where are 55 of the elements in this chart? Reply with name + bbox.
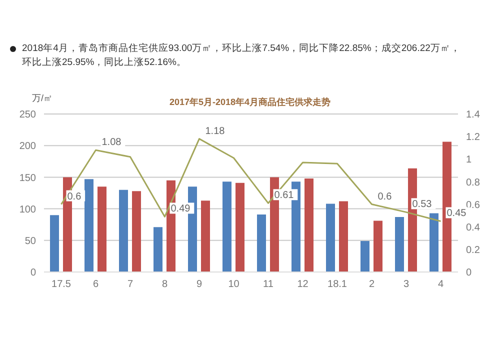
bar <box>236 182 244 272</box>
y2-tick-label: 0.4 <box>466 222 480 234</box>
bar <box>430 213 438 272</box>
y-axis-title: 万/㎡ <box>32 92 53 105</box>
x-tick-label: 6 <box>92 279 99 290</box>
x-tick-label: 2 <box>368 279 375 290</box>
y-tick-label: 150 <box>19 172 36 184</box>
bar <box>360 241 370 272</box>
bar <box>326 204 335 272</box>
y2-tick-label: 1.2 <box>466 132 480 144</box>
bar <box>395 217 404 272</box>
data-label: 0.6 <box>67 191 82 202</box>
x-tick-label: 7 <box>127 279 134 290</box>
x-tick-label: 8 <box>162 279 168 290</box>
bar <box>222 182 232 272</box>
y-tick-label: 250 <box>19 110 36 121</box>
bar <box>119 190 128 272</box>
bar <box>84 179 94 272</box>
x-tick-label: 9 <box>196 279 202 290</box>
line-series <box>60 138 442 222</box>
bar <box>154 227 162 272</box>
y2-tick-label: 0.6 <box>466 200 480 211</box>
bar <box>98 186 106 272</box>
bar <box>304 178 314 272</box>
data-label: 0.45 <box>446 208 467 220</box>
data-label: 0.61 <box>274 190 294 202</box>
bar <box>132 191 141 272</box>
data-label: 0.53 <box>412 199 432 210</box>
x-tick-label: 10 <box>228 279 240 290</box>
y2-tick-label: 1.4 <box>466 110 480 121</box>
x-tick-label: 4 <box>438 279 444 290</box>
bar <box>50 215 59 272</box>
y2-tick-label: 0.8 <box>466 177 480 188</box>
x-tick-label: 18.1 <box>328 279 348 290</box>
bar <box>257 214 266 272</box>
y-tick-label: 0 <box>30 268 36 279</box>
x-tick-label: 11 <box>263 279 274 290</box>
y2-tick-label: 0.2 <box>466 244 480 256</box>
bar <box>339 201 348 272</box>
x-tick-label: 12 <box>297 279 309 290</box>
y-tick-label: 50 <box>24 236 36 247</box>
data-label: 0.6 <box>378 191 392 202</box>
y-tick-label: 200 <box>19 141 36 152</box>
x-tick-label: 17.5 <box>52 279 72 290</box>
data-label: 0.49 <box>170 204 191 215</box>
y2-tick-label: 0 <box>466 268 472 279</box>
x-tick-label: 3 <box>403 279 410 290</box>
bar <box>201 200 210 272</box>
data-label: 1.18 <box>205 126 226 137</box>
text: 2018年4月，青岛市商品住宅供应93.00万㎡，环比上涨7.54%，同比下降22.85%；成交206.22万㎡，环比上涨25.95%，同比上涨52.16%。 <box>22 43 460 68</box>
chart-title: 2017年5月-2018年4月商品住宅供求走势 <box>169 97 331 107</box>
bar <box>374 220 382 272</box>
data-label: 1.08 <box>102 137 122 148</box>
y2-tick-label: 1 <box>466 154 472 166</box>
y-tick-label: 100 <box>19 204 36 216</box>
